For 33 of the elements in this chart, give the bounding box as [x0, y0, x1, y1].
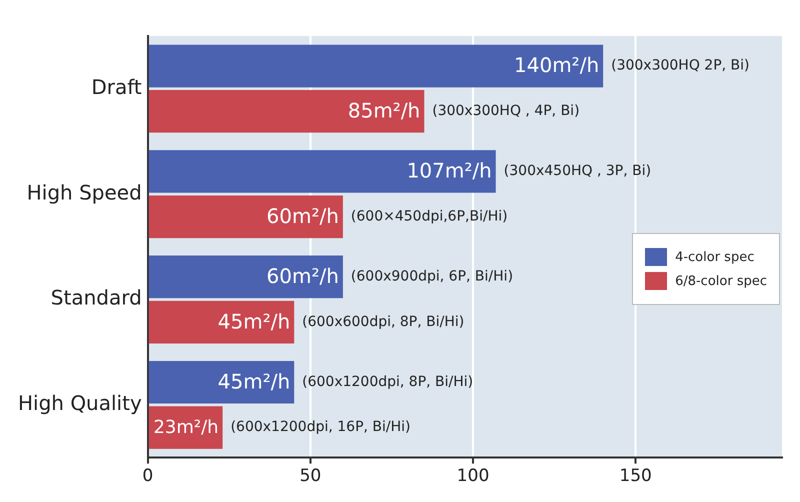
data-label: 60m²/h	[266, 204, 339, 228]
x-tick-label: 100	[456, 466, 490, 486]
bar	[148, 195, 343, 238]
annotation: (300x300HQ 2P, Bi)	[611, 58, 750, 74]
data-label: 107m²/h	[406, 158, 492, 183]
annotation: (600x1200dpi, 8P, Bi/Hi)	[302, 374, 474, 390]
data-label: 85m²/h	[348, 98, 420, 123]
bar	[148, 300, 294, 344]
bar	[148, 360, 294, 404]
annotation: (600×450dpi,6P,Bi/Hi)	[350, 208, 508, 224]
data-label: 23m²/h	[153, 417, 219, 438]
legend-label: 4-color spec	[675, 250, 754, 264]
bar	[148, 90, 424, 133]
annotation: (300x300HQ , 4P, Bi)	[432, 103, 580, 119]
data-label: 45m²/h	[218, 309, 290, 334]
y-tick-label: High Quality	[18, 391, 142, 416]
bar	[148, 150, 496, 193]
data-label: 45m²/h	[218, 369, 290, 394]
y-tick-label: Draft	[91, 74, 142, 99]
y-tick-label: Standard	[50, 286, 142, 310]
bar	[148, 44, 604, 88]
annotation: (600x900dpi, 6P, Bi/Hi)	[350, 268, 514, 284]
annotation: (600x600dpi, 8P, Bi/Hi)	[302, 314, 464, 330]
x-tick-label: 50	[300, 466, 322, 486]
x-tick-label: 150	[619, 466, 652, 486]
y-tick-label: High Speed	[26, 180, 142, 204]
annotation: (600x1200dpi, 16P, Bi/Hi)	[230, 419, 411, 436]
data-label: 140m²/h	[514, 53, 600, 78]
data-label: 60m²/h	[266, 264, 339, 288]
legend-label: 6/8-color spec	[675, 274, 767, 288]
annotation: (300x450HQ , 3P, Bi)	[504, 163, 652, 180]
x-tick-label: 0	[142, 466, 154, 486]
bar	[148, 256, 343, 298]
